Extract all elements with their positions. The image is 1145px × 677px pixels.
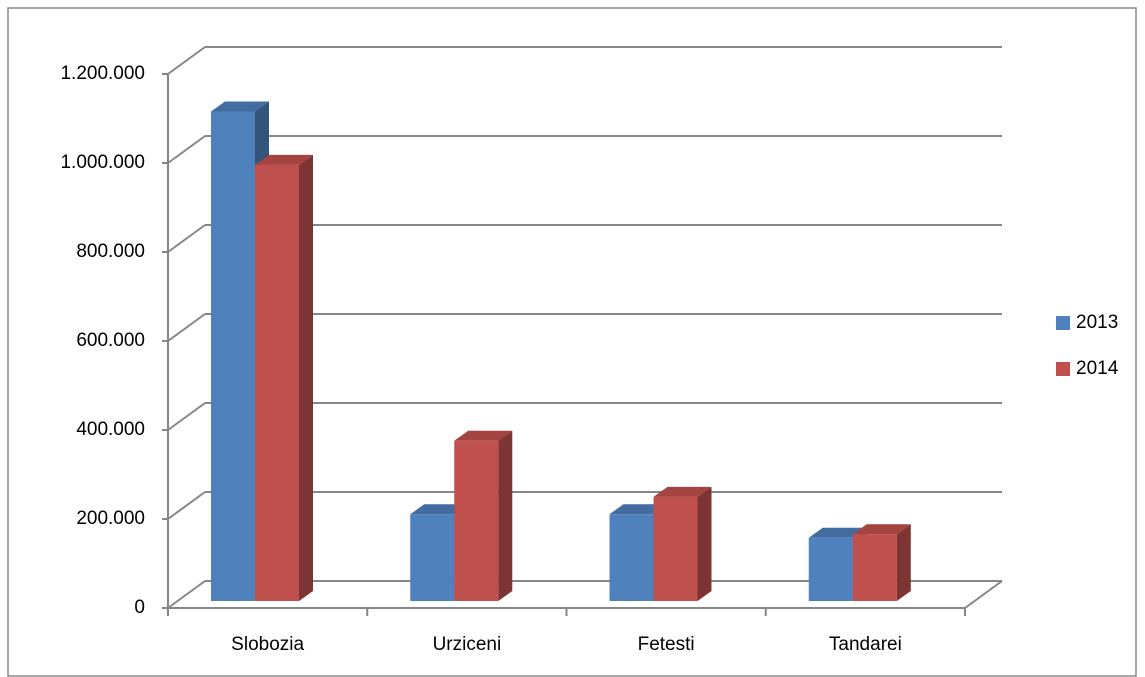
bar-face — [410, 514, 455, 601]
y-tick-label: 200.000 — [76, 508, 145, 529]
y-tick-label: 400.000 — [76, 419, 145, 440]
legend-swatch — [1056, 316, 1070, 330]
bar — [454, 430, 513, 601]
x-tick-label: Tandarei — [829, 634, 902, 655]
bar — [255, 154, 313, 601]
bar-face — [852, 524, 911, 535]
bar-face — [808, 527, 867, 538]
legend-swatch — [1056, 362, 1070, 376]
y-tick-label: 800.000 — [76, 241, 145, 262]
bar-face — [852, 534, 897, 601]
bar-face — [697, 486, 712, 601]
bar — [653, 486, 712, 601]
bar-face — [211, 111, 255, 601]
bar-face — [653, 486, 712, 497]
grid-line — [167, 491, 206, 520]
bar-face — [653, 496, 698, 601]
bar-face — [255, 164, 299, 601]
bar-face — [255, 154, 313, 165]
bar-face — [454, 440, 499, 601]
bar-face — [609, 504, 668, 515]
legend-label: 2014 — [1076, 358, 1119, 379]
y-tick-label: 0 — [134, 597, 145, 618]
y-tick-label: 1.000.000 — [60, 152, 145, 173]
bar-face — [697, 486, 712, 601]
bar — [852, 524, 911, 601]
bar-face — [255, 154, 313, 165]
bar-face — [211, 101, 269, 112]
y-tick-label: 1.200.000 — [60, 63, 145, 84]
bar-face — [498, 430, 513, 601]
grid-line — [167, 402, 206, 431]
bar-face — [609, 514, 654, 601]
bar-face — [299, 154, 313, 601]
grid-line — [167, 580, 206, 609]
x-tick-label: Urziceni — [433, 634, 502, 655]
bar-face — [454, 430, 513, 441]
bar-face — [211, 101, 269, 112]
y-tick-label: 600.000 — [76, 330, 145, 351]
grid-line — [167, 46, 206, 75]
bar-face — [896, 524, 911, 601]
bar-face — [609, 504, 668, 515]
bar-face — [454, 430, 513, 441]
floor-edge — [964, 580, 1003, 609]
chart-border — [7, 7, 1137, 677]
bar-face — [852, 524, 911, 535]
bar-face — [299, 154, 313, 601]
bar-face — [653, 486, 712, 497]
bar-face — [410, 504, 469, 515]
x-tick-label: Slobozia — [231, 634, 304, 655]
grid-line — [167, 135, 206, 164]
bar-face — [896, 524, 911, 601]
bar-face — [498, 430, 513, 601]
x-tick-label: Fetesti — [638, 634, 695, 655]
grid-line — [167, 224, 206, 253]
bar-face — [808, 527, 867, 538]
grid-line — [167, 313, 206, 342]
bar-face — [410, 504, 469, 515]
bar-face — [808, 537, 853, 601]
legend-label: 2013 — [1076, 312, 1118, 333]
